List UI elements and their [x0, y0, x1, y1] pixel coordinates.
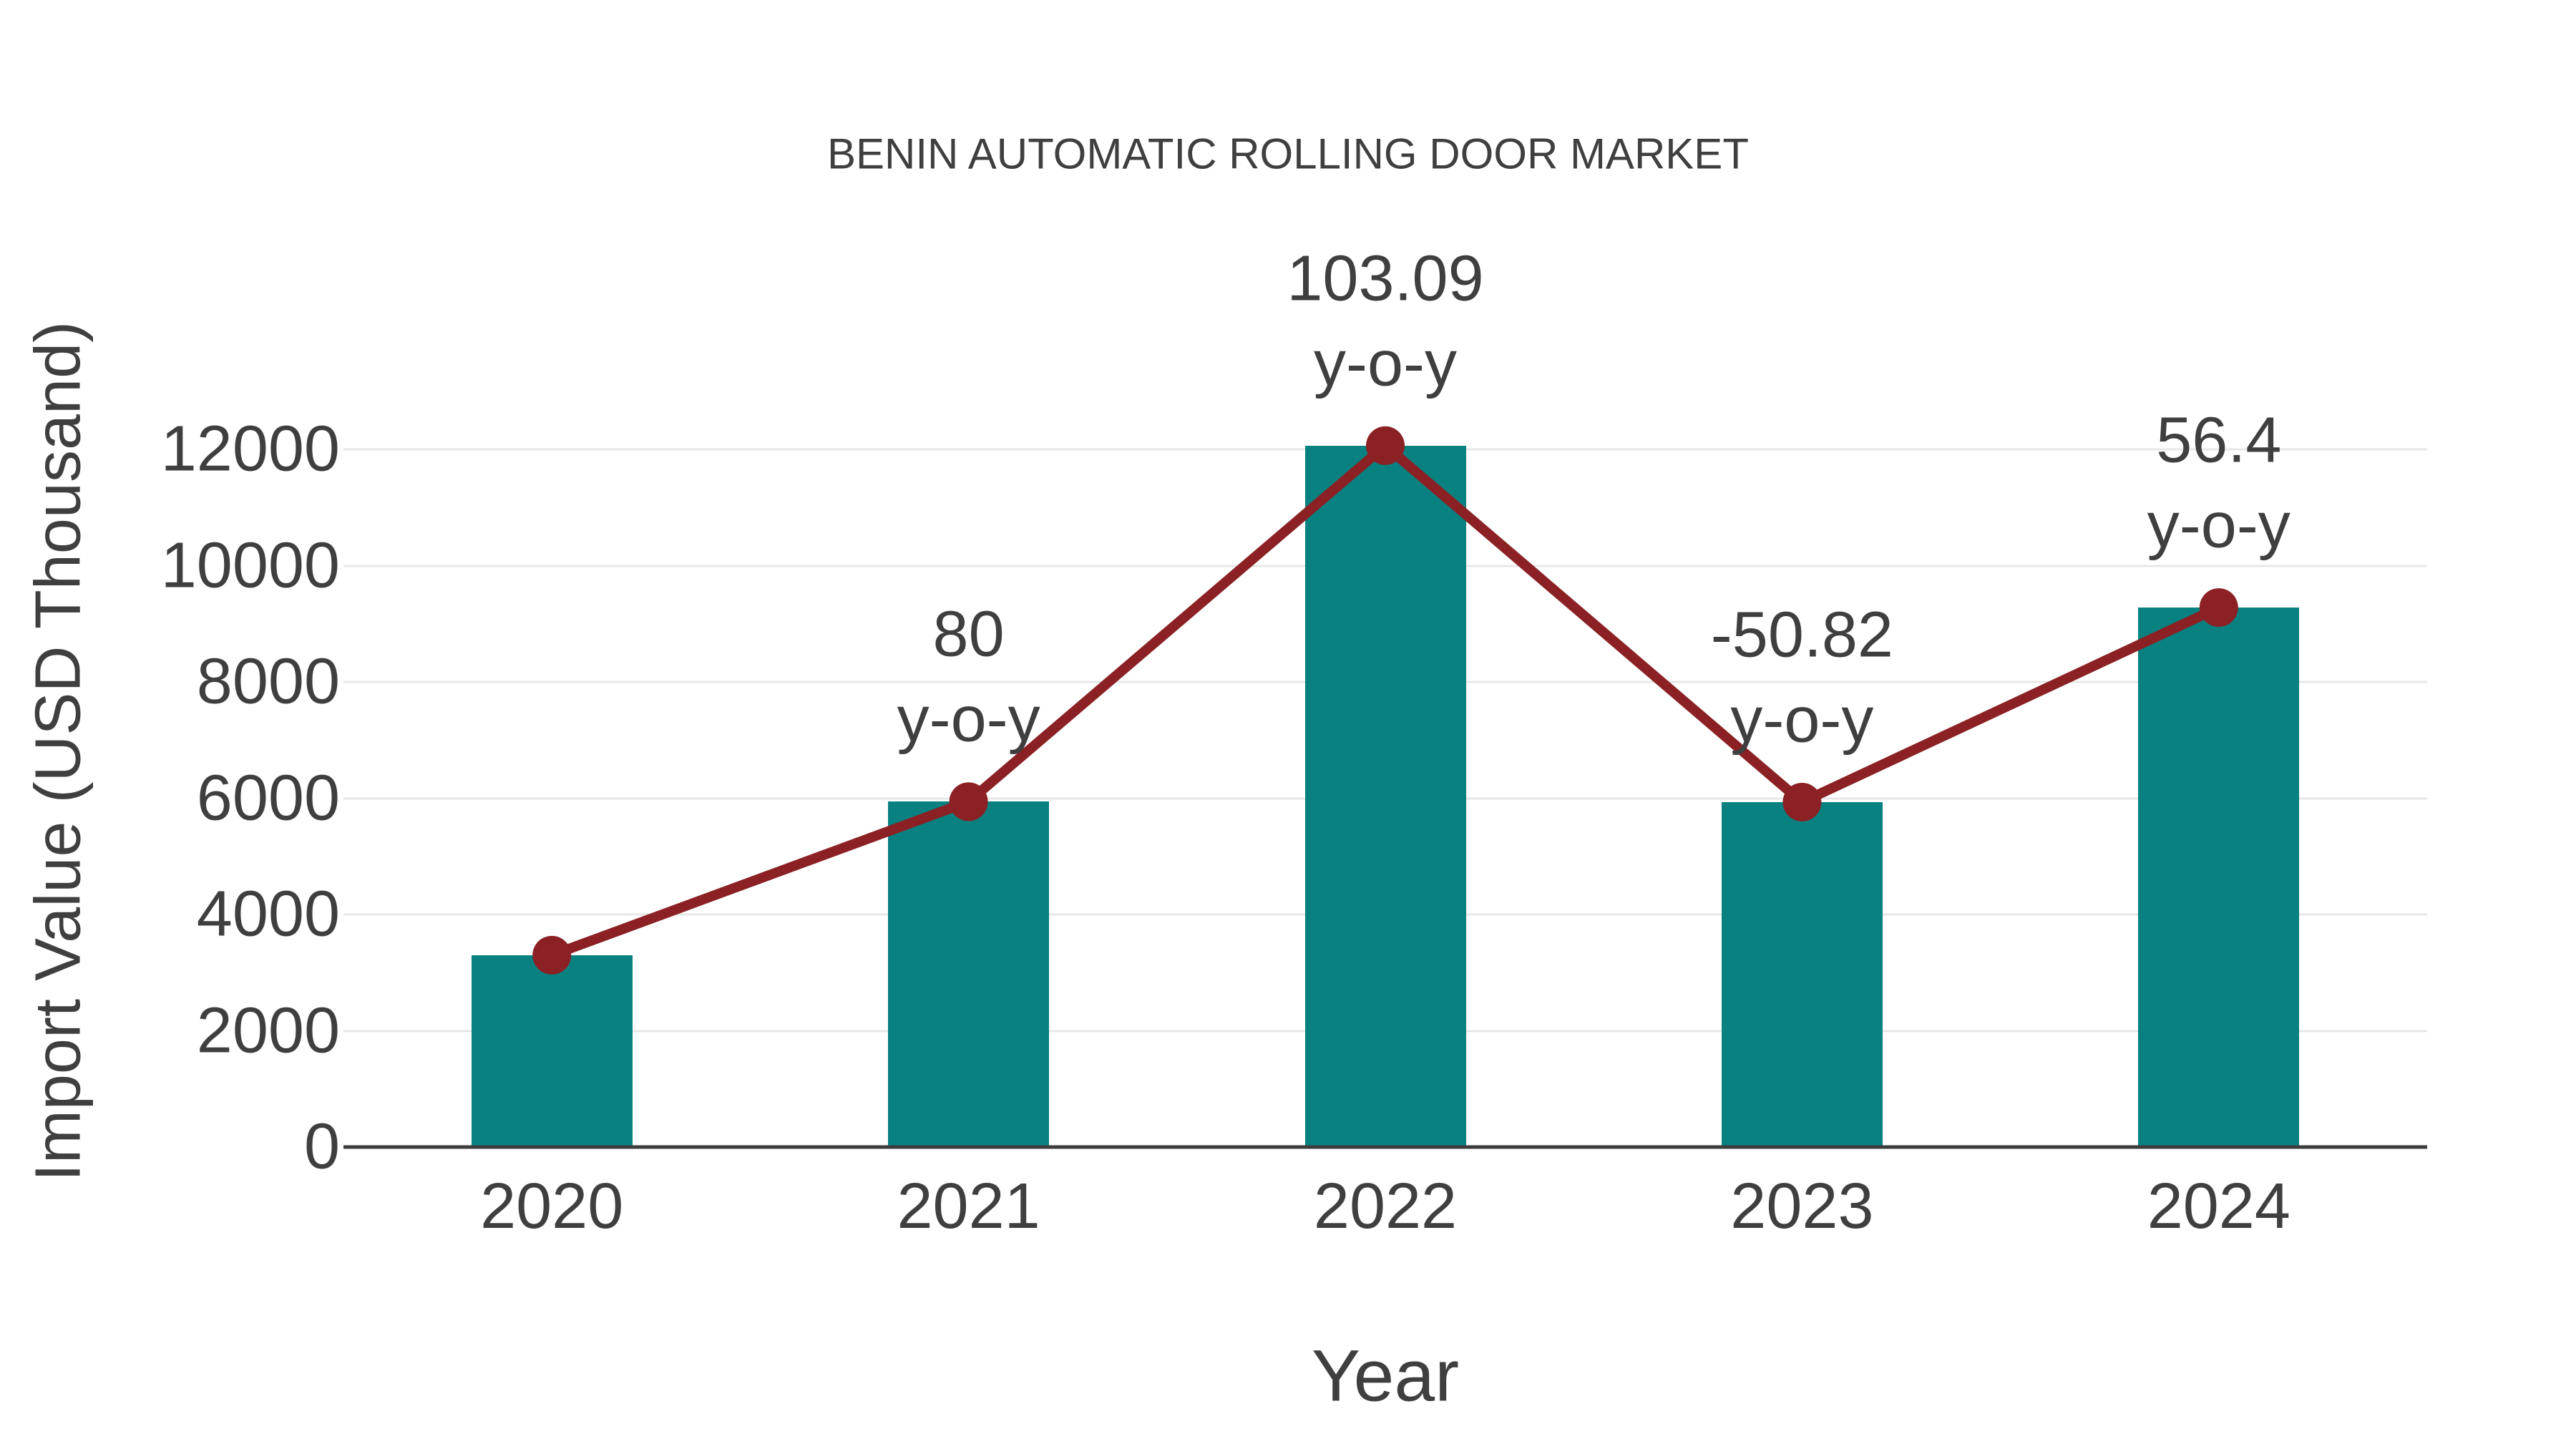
x-axis-title: Year [1311, 1335, 1460, 1417]
bar-2021 [888, 801, 1050, 1147]
y-tick-label: 12000 [160, 413, 340, 485]
bar-2024 [2138, 608, 2300, 1147]
x-tick-label-2024: 2024 [2147, 1171, 2290, 1242]
annotation-suffix-2024: y-o-y [2147, 489, 2290, 562]
x-axis-line [343, 1145, 2427, 1149]
x-tick-label-2023: 2023 [1730, 1171, 1874, 1242]
y-tick-label: 6000 [196, 762, 340, 834]
y-tick-label: 8000 [196, 645, 340, 718]
annotation-suffix-2023: y-o-y [1730, 684, 1874, 756]
chart-title: BENIN AUTOMATIC ROLLING DOOR MARKET [827, 130, 1749, 178]
annotation-value-2021: 80 [932, 598, 1005, 670]
y-tick-label: 0 [303, 1111, 340, 1183]
y-tick-label: 10000 [160, 530, 340, 601]
annotation-value-2023: -50.82 [1710, 599, 1893, 671]
x-tick-label-2021: 2021 [897, 1171, 1040, 1242]
annotation-value-2022: 103.09 [1287, 243, 1484, 315]
x-tick-label-2022: 2022 [1313, 1171, 1458, 1242]
annotation-value-2024: 56.4 [2156, 404, 2282, 477]
bar-2020 [471, 955, 633, 1147]
annotation-suffix-2022: y-o-y [1314, 328, 1457, 400]
bar-2023 [1721, 801, 1883, 1147]
y-tick-label: 4000 [196, 878, 340, 950]
annotation-suffix-2021: y-o-y [897, 683, 1040, 756]
x-tick-label-2020: 2020 [480, 1171, 624, 1242]
y-tick-label: 2000 [196, 995, 340, 1066]
bar-2022 [1304, 445, 1466, 1147]
